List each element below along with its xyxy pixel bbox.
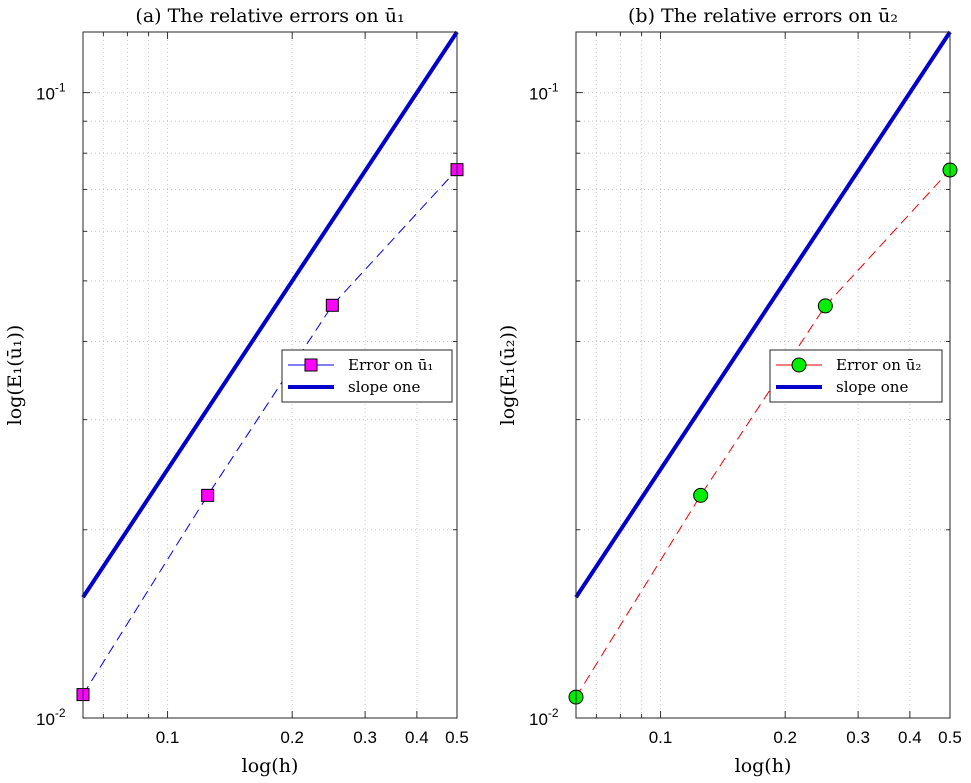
data-point bbox=[201, 488, 215, 502]
legend: Error on ū₂ slope one bbox=[769, 349, 943, 403]
x-tick-label: 0.5 bbox=[445, 728, 469, 747]
legend-marker bbox=[791, 357, 807, 373]
x-axis-label: log(h) bbox=[735, 755, 792, 777]
y-tick-label: 10-1 bbox=[36, 81, 66, 104]
x-tick-label: 0.4 bbox=[898, 728, 922, 747]
x-tick-label: 0.1 bbox=[649, 728, 673, 747]
legend-label: Error on ū₁ bbox=[348, 356, 433, 374]
x-tick-label: 0.3 bbox=[353, 728, 377, 747]
legend-marker bbox=[304, 358, 318, 372]
series-line bbox=[81, 30, 459, 599]
series-line bbox=[574, 30, 952, 599]
axes-box bbox=[575, 31, 951, 719]
axes-box bbox=[82, 31, 458, 719]
series-line bbox=[82, 169, 458, 695]
y-axis-label: log(E₁(ū₂)) bbox=[497, 325, 519, 426]
data-point bbox=[325, 298, 339, 312]
y-axis-label: log(E₁(ū₁)) bbox=[4, 325, 26, 426]
series-slope-one bbox=[574, 30, 952, 599]
tick-marks bbox=[576, 32, 951, 719]
legend-label: slope one bbox=[348, 378, 420, 396]
series-slope-one bbox=[81, 30, 459, 599]
data-point bbox=[817, 298, 833, 314]
chart-panel-a: 0.1 0.2 0.3 0.4 0.5 10-1 10-2 (a) The relative … bbox=[4, 5, 469, 777]
chart-title: (a) The relative errors on ū₁ bbox=[135, 5, 404, 27]
x-tick-label: 0.2 bbox=[280, 728, 304, 747]
y-tick-label: 10-2 bbox=[529, 706, 559, 729]
chart-panel-b: 0.1 0.2 0.3 0.4 0.5 10-1 10-2 (b) The relative … bbox=[497, 5, 962, 777]
chart-title: (b) The relative errors on ū₂ bbox=[628, 5, 898, 27]
legend-label: slope one bbox=[836, 378, 908, 396]
series-line bbox=[575, 169, 951, 698]
x-tick-label: 0.1 bbox=[156, 728, 180, 747]
x-tick-label: 0.2 bbox=[773, 728, 797, 747]
legend: Error on ū₁ slope one bbox=[281, 349, 453, 403]
x-tick-label: 0.4 bbox=[405, 728, 429, 747]
x-tick-label: 0.3 bbox=[846, 728, 870, 747]
x-axis-label: log(h) bbox=[242, 755, 299, 777]
y-tick-label: 10-2 bbox=[36, 706, 66, 729]
x-tick-label: 0.5 bbox=[938, 728, 962, 747]
data-point bbox=[693, 487, 709, 503]
y-tick-label: 10-1 bbox=[529, 81, 559, 104]
legend-label: Error on ū₂ bbox=[836, 356, 921, 374]
